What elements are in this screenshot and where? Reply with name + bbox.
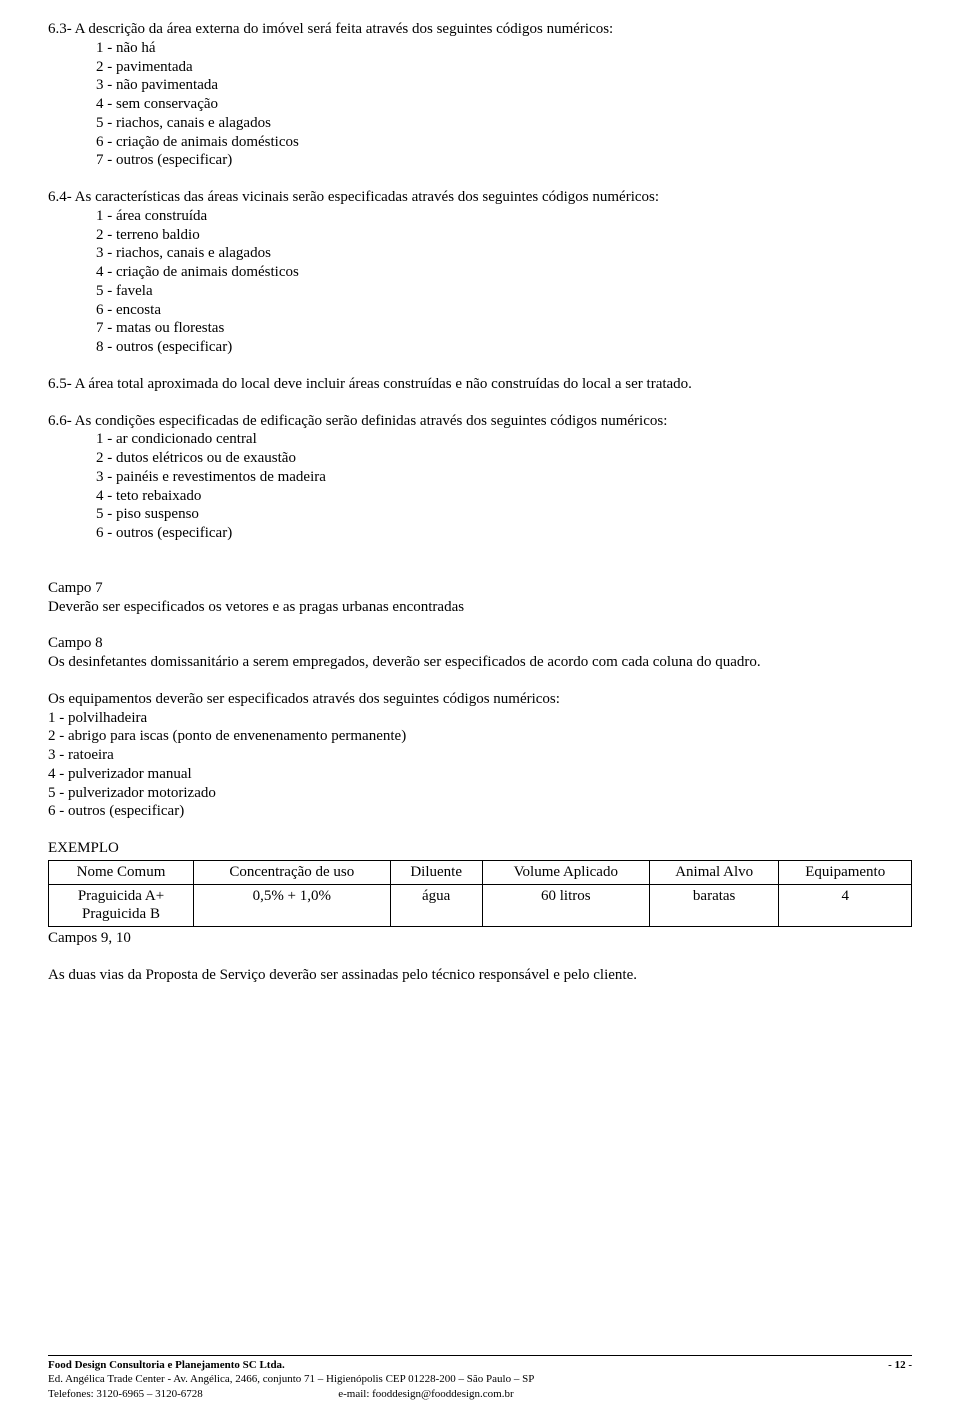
list-item: 5 - riachos, canais e alagados [96,114,912,133]
campos-9-10: Campos 9, 10 [48,929,912,948]
campo-8-label: Campo 8 [48,634,912,653]
section-6-4-title: 6.4- As características das áreas vicina… [48,188,912,207]
equip-section: Os equipamentos deverão ser especificado… [48,690,912,821]
footer-contact: Telefones: 3120-6965 – 3120-6728 e-mail:… [48,1387,912,1401]
list-item: 1 - polvilhadeira [48,709,912,728]
col-dil: Diluente [390,860,482,884]
cell-dil: água [390,884,482,927]
col-conc: Concentração de uso [194,860,391,884]
cell-conc: 0,5% + 1,0% [194,884,391,927]
list-item: 2 - pavimentada [96,58,912,77]
exemplo-table: Nome Comum Concentração de uso Diluente … [48,860,912,927]
list-item: 2 - abrigo para iscas (ponto de envenena… [48,727,912,746]
footer-phones: Telefones: 3120-6965 – 3120-6728 [48,1388,203,1400]
campo-7-text: Deverão ser especificados os vetores e a… [48,598,912,617]
campo-7-label: Campo 7 [48,579,912,598]
list-item: 1 - não há [96,39,912,58]
list-item: 2 - terreno baldio [96,226,912,245]
list-item: 8 - outros (especificar) [96,338,912,357]
section-6-3-title: 6.3- A descrição da área externa do imóv… [48,20,912,39]
footer-company: Food Design Consultoria e Planejamento S… [48,1358,285,1372]
footer-page: - 12 - [888,1358,912,1372]
campo-8: Campo 8 Os desinfetantes domissanitário … [48,634,912,672]
list-item: 1 - ar condicionado central [96,430,912,449]
list-item: 5 - piso suspenso [96,505,912,524]
section-6-6-list: 1 - ar condicionado central 2 - dutos el… [48,430,912,543]
list-item: 1 - área construída [96,207,912,226]
cell-nome-l1: Praguicida A+ [55,887,187,906]
page-footer: Food Design Consultoria e Planejamento S… [48,1355,912,1401]
section-6-4-list: 1 - área construída 2 - terreno baldio 3… [48,207,912,357]
campo-7: Campo 7 Deverão ser especificados os vet… [48,579,912,617]
table-row: Praguicida A+ Praguicida B 0,5% + 1,0% á… [49,884,912,927]
list-item: 4 - criação de animais domésticos [96,263,912,282]
col-nome: Nome Comum [49,860,194,884]
list-item: 3 - riachos, canais e alagados [96,244,912,263]
equip-list: 1 - polvilhadeira 2 - abrigo para iscas … [48,709,912,822]
cell-equip: 4 [779,884,912,927]
cell-vol: 60 litros [482,884,649,927]
cell-nome: Praguicida A+ Praguicida B [49,884,194,927]
list-item: 6 - criação de animais domésticos [96,133,912,152]
list-item: 3 - não pavimentada [96,76,912,95]
col-vol: Volume Aplicado [482,860,649,884]
section-6-4: 6.4- As características das áreas vicina… [48,188,912,357]
section-6-3-list: 1 - não há 2 - pavimentada 3 - não pavim… [48,39,912,170]
list-item: 7 - matas ou florestas [96,319,912,338]
section-6-3: 6.3- A descrição da área externa do imóv… [48,20,912,170]
list-item: 5 - favela [96,282,912,301]
cell-nome-l2: Praguicida B [55,905,187,924]
list-item: 5 - pulverizador motorizado [48,784,912,803]
footer-address: Ed. Angélica Trade Center - Av. Angélica… [48,1372,912,1386]
cell-alvo: baratas [649,884,779,927]
list-item: 3 - ratoeira [48,746,912,765]
section-6-6-title: 6.6- As condições especificadas de edifi… [48,412,912,431]
footer-email: e-mail: fooddesign@fooddesign.com.br [338,1388,513,1400]
col-alvo: Animal Alvo [649,860,779,884]
list-item: 6 - outros (especificar) [48,802,912,821]
final-para: As duas vias da Proposta de Serviço deve… [48,966,912,985]
list-item: 4 - teto rebaixado [96,487,912,506]
list-item: 2 - dutos elétricos ou de exaustão [96,449,912,468]
exemplo-label: EXEMPLO [48,839,912,858]
list-item: 3 - painéis e revestimentos de madeira [96,468,912,487]
equip-title: Os equipamentos deverão ser especificado… [48,690,912,709]
exemplo-block: EXEMPLO Nome Comum Concentração de uso D… [48,839,912,948]
list-item: 4 - sem conservação [96,95,912,114]
list-item: 6 - outros (especificar) [96,524,912,543]
list-item: 4 - pulverizador manual [48,765,912,784]
list-item: 6 - encosta [96,301,912,320]
col-equip: Equipamento [779,860,912,884]
table-header-row: Nome Comum Concentração de uso Diluente … [49,860,912,884]
list-item: 7 - outros (especificar) [96,151,912,170]
section-6-5: 6.5- A área total aproximada do local de… [48,375,912,394]
section-6-6: 6.6- As condições especificadas de edifi… [48,412,912,543]
campo-8-text: Os desinfetantes domissanitário a serem … [48,653,912,672]
